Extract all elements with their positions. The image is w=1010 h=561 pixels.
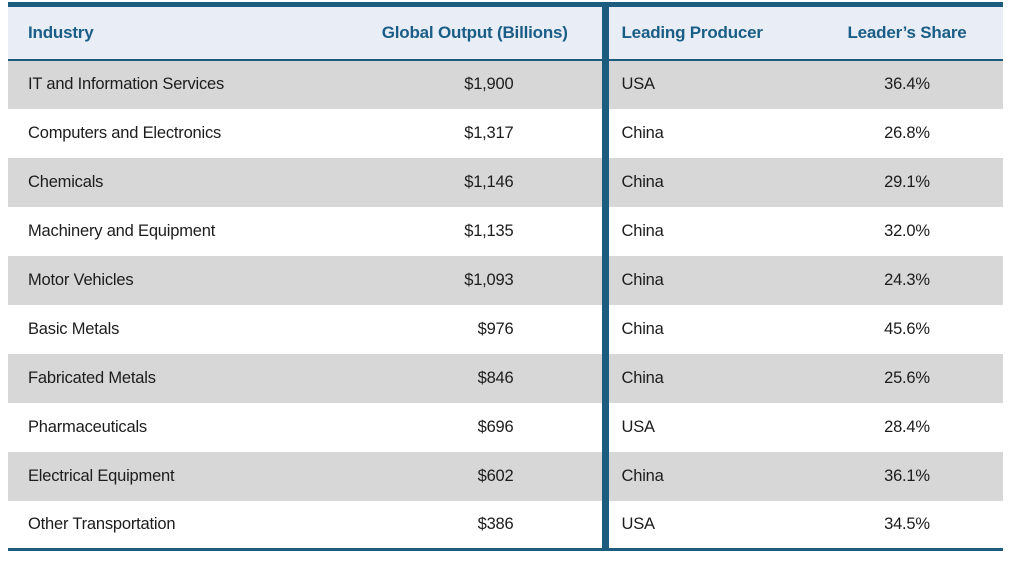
producer-cell: China [601, 304, 811, 354]
industry-cell: Machinery and Equipment [28, 221, 216, 240]
table-row: Basic Metals $976 China 45.6% [8, 304, 1003, 354]
table-body: IT and Information Services $1,900 USA 3… [8, 59, 1003, 550]
table-row: Motor Vehicles $1,093 China 24.3% [8, 255, 1003, 305]
output-cell: $1,135 [464, 221, 514, 240]
table-row: Computers and Electronics $1,317 China 2… [8, 108, 1003, 158]
share-cell: 36.4% [884, 75, 930, 93]
table-row: Other Transportation $386 USA 34.5% [8, 500, 1003, 550]
table-row: Pharmaceuticals $696 USA 28.4% [8, 402, 1003, 452]
share-cell: 25.6% [884, 368, 930, 387]
industry-cell: IT and Information Services [28, 75, 225, 93]
table-row: Fabricated Metals $846 China 25.6% [8, 353, 1003, 403]
share-cell: 26.8% [884, 123, 930, 142]
industry-cell: Other Transportation [28, 514, 176, 533]
output-cell: $386 [477, 514, 514, 533]
share-cell: 36.1% [884, 466, 930, 485]
output-cell: $1,146 [464, 172, 514, 191]
column-header-industry: Industry [8, 4, 348, 61]
output-cell: $602 [477, 466, 514, 485]
table-row: Chemicals $1,146 China 29.1% [8, 157, 1003, 207]
output-cell: $1,093 [464, 270, 514, 289]
table-row: Machinery and Equipment $1,135 China 32.… [8, 206, 1003, 256]
producer-cell: USA [601, 500, 811, 550]
column-header-leaders-share: Leader’s Share [811, 4, 1003, 61]
output-cell: $1,900 [464, 75, 514, 93]
industry-output-table: Industry Global Output (Billions) Leadin… [8, 2, 1003, 551]
industry-cell: Pharmaceuticals [28, 417, 147, 436]
share-cell: 34.5% [884, 514, 930, 533]
industry-cell: Basic Metals [28, 319, 120, 338]
producer-cell: USA [601, 59, 811, 109]
output-cell: $846 [477, 368, 514, 387]
output-cell: $696 [477, 417, 514, 436]
producer-cell: USA [601, 402, 811, 452]
table-row: Electrical Equipment $602 China 36.1% [8, 451, 1003, 501]
producer-cell: China [601, 157, 811, 207]
column-header-global-output: Global Output (Billions) [348, 4, 605, 61]
share-cell: 24.3% [884, 270, 930, 289]
industry-cell: Computers and Electronics [28, 123, 222, 142]
output-cell: $1,317 [464, 123, 514, 142]
producer-cell: China [601, 451, 811, 501]
industry-cell: Electrical Equipment [28, 466, 175, 485]
table-row: IT and Information Services $1,900 USA 3… [8, 59, 1003, 109]
share-cell: 32.0% [884, 221, 930, 240]
share-cell: 45.6% [884, 319, 930, 338]
producer-cell: China [601, 108, 811, 158]
industry-cell: Chemicals [28, 172, 104, 191]
producer-cell: China [601, 353, 811, 403]
header-row: Industry Global Output (Billions) Leadin… [8, 4, 1003, 61]
industry-cell: Motor Vehicles [28, 270, 134, 289]
column-header-leading-producer: Leading Producer [601, 4, 811, 61]
producer-cell: China [601, 206, 811, 256]
producer-cell: China [601, 255, 811, 305]
share-cell: 29.1% [884, 172, 930, 191]
industry-cell: Fabricated Metals [28, 368, 156, 387]
output-cell: $976 [477, 319, 514, 338]
share-cell: 28.4% [884, 417, 930, 436]
